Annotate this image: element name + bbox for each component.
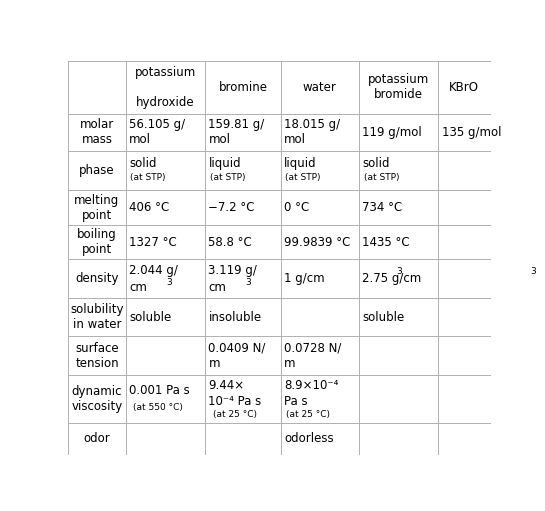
Text: 2.044 g/: 2.044 g/ — [129, 264, 178, 277]
Text: 99.9839 °C: 99.9839 °C — [284, 236, 350, 249]
Text: insoluble: insoluble — [208, 311, 262, 323]
Text: −7.2 °C: −7.2 °C — [208, 201, 255, 214]
Text: dynamic
viscosity: dynamic viscosity — [71, 385, 123, 413]
Text: 406 °C: 406 °C — [129, 201, 169, 214]
Text: molar
mass: molar mass — [80, 119, 114, 147]
Text: surface
tension: surface tension — [75, 341, 119, 369]
Text: phase: phase — [79, 164, 115, 177]
Text: 10⁻⁴ Pa s: 10⁻⁴ Pa s — [208, 395, 262, 408]
Text: (at STP): (at STP) — [286, 173, 321, 182]
Text: 0.001 Pa s: 0.001 Pa s — [129, 384, 190, 397]
Text: bromine: bromine — [219, 81, 268, 94]
Text: water: water — [303, 81, 337, 94]
Text: 58.8 °C: 58.8 °C — [208, 236, 252, 249]
Text: 0.0728 N/
m: 0.0728 N/ m — [284, 341, 342, 369]
Text: 3: 3 — [530, 267, 536, 276]
Text: 1327 °C: 1327 °C — [129, 236, 177, 249]
Text: potassium
bromide: potassium bromide — [368, 74, 429, 102]
Text: 18.015 g/
mol: 18.015 g/ mol — [284, 119, 340, 147]
Text: liquid: liquid — [208, 157, 241, 170]
Text: (at STP): (at STP) — [130, 173, 166, 182]
Text: 8.9×10⁻⁴: 8.9×10⁻⁴ — [284, 379, 338, 392]
Text: 734 °C: 734 °C — [362, 201, 403, 214]
Text: solid: solid — [362, 157, 390, 170]
Text: density: density — [75, 272, 119, 285]
Text: solid: solid — [129, 157, 157, 170]
Text: boiling
point: boiling point — [77, 228, 117, 256]
Text: cm: cm — [129, 281, 147, 294]
Text: (at 25 °C): (at 25 °C) — [213, 410, 257, 419]
Text: 56.105 g/
mol: 56.105 g/ mol — [129, 119, 185, 147]
Text: (at 550 °C): (at 550 °C) — [134, 403, 183, 412]
Text: 1 g/cm: 1 g/cm — [284, 272, 325, 285]
Text: (at 25 °C): (at 25 °C) — [286, 410, 330, 419]
Text: KBrO: KBrO — [449, 81, 480, 94]
Text: soluble: soluble — [129, 311, 172, 323]
Text: 0.0409 N/
m: 0.0409 N/ m — [208, 341, 266, 369]
Text: odor: odor — [83, 432, 110, 446]
Text: 2.75 g/cm: 2.75 g/cm — [362, 272, 422, 285]
Text: solubility
in water: solubility in water — [70, 303, 124, 331]
Text: 159.81 g/
mol: 159.81 g/ mol — [208, 119, 265, 147]
Text: (at STP): (at STP) — [210, 173, 245, 182]
Text: 3: 3 — [396, 267, 402, 276]
Text: cm: cm — [208, 281, 226, 294]
Text: odorless: odorless — [284, 432, 334, 446]
Text: 9.44×: 9.44× — [208, 379, 245, 392]
Text: Pa s: Pa s — [284, 395, 308, 408]
Text: 135 g/mol: 135 g/mol — [441, 126, 501, 139]
Text: liquid: liquid — [284, 157, 317, 170]
Text: potassium

hydroxide: potassium hydroxide — [135, 66, 196, 109]
Text: 3.119 g/: 3.119 g/ — [208, 264, 257, 277]
Text: soluble: soluble — [362, 311, 404, 323]
Text: 3: 3 — [246, 278, 251, 287]
Text: (at STP): (at STP) — [364, 173, 399, 182]
Text: melting
point: melting point — [74, 194, 119, 222]
Text: 0 °C: 0 °C — [284, 201, 310, 214]
Text: 3: 3 — [167, 278, 172, 287]
Text: 119 g/mol: 119 g/mol — [362, 126, 422, 139]
Text: 1435 °C: 1435 °C — [362, 236, 410, 249]
